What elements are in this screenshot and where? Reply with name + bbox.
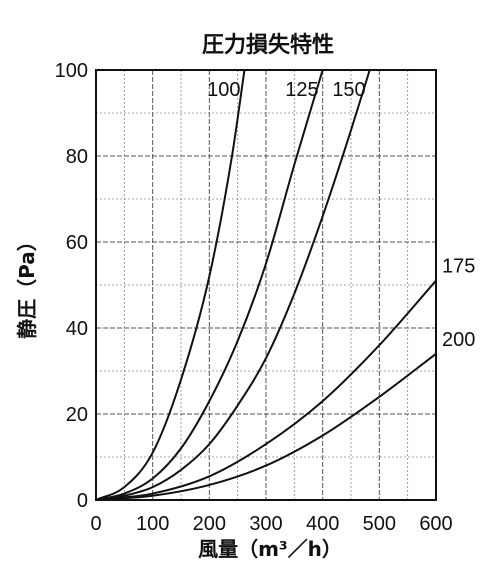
x-tick-label: 200: [193, 513, 226, 535]
series-label-125: 125: [285, 79, 318, 101]
y-axis-label: 静圧（Pa）: [15, 231, 39, 339]
series-labels: 100 125 150 175 200: [207, 79, 475, 351]
curves: [95, 69, 437, 501]
curve-150: [95, 69, 371, 501]
y-tick-label: 60: [66, 232, 88, 254]
x-axis-label: 風量（m³／h）: [198, 537, 342, 561]
x-tick-label: 400: [306, 513, 339, 535]
series-label-100: 100: [207, 79, 240, 101]
curve-175: [95, 280, 437, 501]
y-tick-label: 80: [66, 146, 88, 168]
curve-100: [95, 69, 246, 501]
curve-125: [95, 69, 324, 501]
x-tick-label: 300: [249, 513, 282, 535]
y-tick-label: 20: [66, 404, 88, 426]
chart-title: 圧力損失特性: [202, 32, 334, 58]
series-label-200: 200: [442, 329, 475, 351]
series-label-150: 150: [332, 79, 365, 101]
x-tick-label: 500: [363, 513, 396, 535]
y-tick-label: 40: [66, 318, 88, 340]
series-label-175: 175: [442, 256, 475, 278]
y-tick-label: 0: [77, 490, 88, 512]
x-tick-label: 100: [136, 513, 169, 535]
x-tick-label: 0: [90, 513, 101, 535]
grid: [96, 70, 436, 500]
curve-200: [95, 353, 437, 501]
y-tick-label: 100: [55, 60, 88, 82]
plot-frame: [95, 69, 437, 501]
ticks: 0 100 200 300 400 500 600 0 20 40 60 80 100: [55, 60, 453, 535]
x-tick-label: 600: [419, 513, 452, 535]
